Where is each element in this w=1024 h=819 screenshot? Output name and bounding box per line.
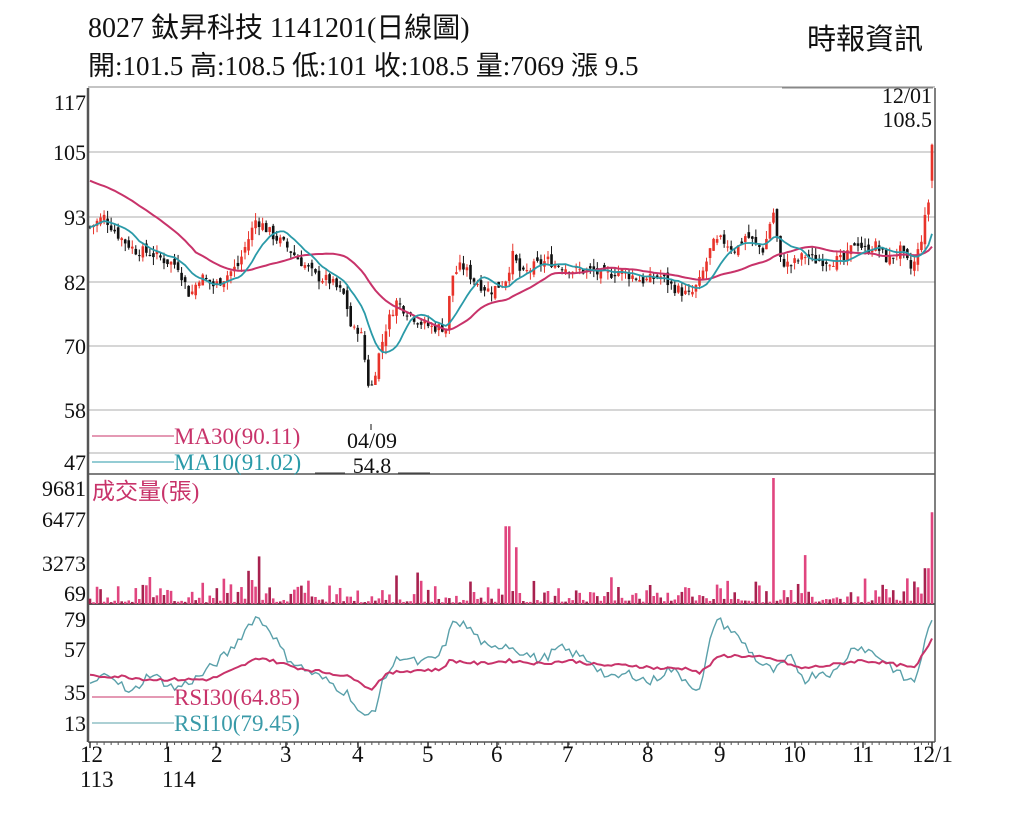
- brand-label: 時報資訊: [807, 24, 924, 56]
- volume-yaxis-labels: 9681 6477 3273 69: [42, 476, 86, 606]
- x-axis-ticks: [89, 742, 933, 748]
- svg-text:04/09: 04/09: [347, 428, 397, 453]
- low-annotation: 04/09 54.8: [315, 424, 430, 478]
- svg-text:105: 105: [53, 140, 86, 165]
- svg-text:79: 79: [64, 607, 86, 632]
- high-annotation: 12/01 108.5: [782, 83, 933, 132]
- svg-text:9: 9: [714, 742, 726, 767]
- candlestick-series: [88, 143, 934, 388]
- rsi30-line: [89, 638, 933, 691]
- svg-text:12/01: 12/01: [882, 83, 932, 108]
- rsi-yaxis-labels: 79 57 35 13: [64, 607, 86, 736]
- svg-text:13: 13: [64, 711, 86, 736]
- ma10-line: [89, 220, 933, 354]
- legend-rsi10: RSI10(79.45): [174, 711, 300, 736]
- svg-text:114: 114: [162, 767, 196, 792]
- svg-text:6477: 6477: [42, 507, 86, 532]
- ohlc-summary: 開:101.5 高:108.5 低:101 收:108.5 量:7069 漲 9…: [88, 51, 639, 81]
- ma30-line: [89, 179, 933, 331]
- svg-text:1: 1: [162, 742, 174, 767]
- svg-text:113: 113: [80, 767, 114, 792]
- svg-text:7: 7: [562, 742, 574, 767]
- svg-text:54.8: 54.8: [353, 453, 392, 478]
- svg-text:47: 47: [64, 450, 86, 475]
- svg-text:58: 58: [64, 398, 86, 423]
- svg-text:117: 117: [54, 90, 86, 115]
- legend-rsi30: RSI30(64.85): [174, 685, 300, 710]
- legend-ma30: MA30(90.11): [174, 424, 300, 449]
- svg-text:4: 4: [352, 742, 364, 767]
- x-axis-labels: 12 1 2 3 4 5 6 7 8 9 10 11 12/1 113 114: [80, 742, 953, 792]
- svg-text:35: 35: [64, 680, 86, 705]
- svg-text:3: 3: [280, 742, 292, 767]
- svg-text:6: 6: [491, 742, 503, 767]
- price-yaxis-labels: 117 105 93 82 70 58 47: [53, 90, 86, 475]
- svg-text:12: 12: [80, 742, 103, 767]
- svg-text:93: 93: [64, 205, 86, 230]
- svg-text:12/1: 12/1: [912, 742, 953, 767]
- panel-frame: [86, 88, 936, 743]
- price-legend: MA30(90.11) MA10(91.02): [92, 424, 301, 475]
- legend-ma10: MA10(91.02): [174, 450, 301, 475]
- rsi-legend: RSI30(64.85) RSI10(79.45): [92, 685, 300, 736]
- svg-text:69: 69: [64, 581, 86, 606]
- volume-title: 成交量(張): [92, 479, 199, 504]
- svg-text:10: 10: [783, 742, 806, 767]
- svg-text:57: 57: [64, 637, 86, 662]
- volume-bars: [88, 478, 934, 604]
- svg-text:8: 8: [642, 742, 654, 767]
- svg-text:9681: 9681: [42, 476, 86, 501]
- svg-text:11: 11: [852, 742, 874, 767]
- svg-text:5: 5: [422, 742, 434, 767]
- svg-text:70: 70: [64, 334, 86, 359]
- chart-title: 8027 鈦昇科技 1141201(日線圖): [88, 13, 470, 44]
- svg-text:108.5: 108.5: [883, 107, 933, 132]
- rsi10-line: [89, 616, 933, 716]
- svg-text:3273: 3273: [42, 551, 86, 576]
- svg-text:2: 2: [211, 742, 223, 767]
- svg-text:82: 82: [64, 270, 86, 295]
- price-gridlines: [88, 151, 935, 454]
